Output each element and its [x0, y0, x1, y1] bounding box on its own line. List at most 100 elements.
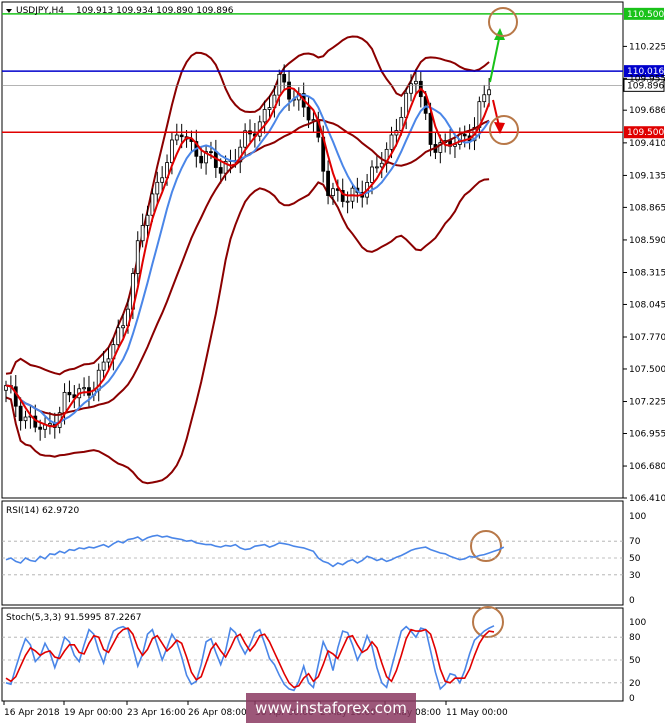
- support-arrowhead: [494, 122, 505, 134]
- ma-4: [5, 86, 491, 428]
- level-tag-resistance: [624, 65, 664, 78]
- watermark-bg: [246, 693, 416, 723]
- stoch-signal-line: [5, 627, 495, 689]
- price-tick-label: 107.225: [629, 398, 665, 408]
- rsi-header: RSI(14) 62.9720: [6, 506, 79, 516]
- candle-body: [409, 83, 413, 94]
- rsi-pane: 100 70 50 30 0: [2, 512, 646, 606]
- price-tick-label: 106.955: [629, 429, 665, 439]
- stoch-pane: 100 80 50 20 0: [2, 618, 646, 704]
- price-tick-label: 107.500: [629, 365, 665, 375]
- stoch-tick-label: 100: [629, 618, 646, 628]
- candle-body: [487, 89, 492, 96]
- candle-body: [243, 130, 248, 148]
- stoch-tick-label: 20: [629, 679, 641, 689]
- rsi-tick-label: 70: [629, 537, 641, 547]
- price-tick-label: 106.680: [629, 462, 665, 472]
- time-tick-label: 19 Apr 00:00: [64, 708, 123, 718]
- candle-body: [262, 109, 267, 123]
- target-arrow: [489, 33, 501, 83]
- rsi-tick-label: 0: [629, 596, 635, 606]
- support-circle: [489, 115, 519, 145]
- candle-body: [331, 188, 335, 196]
- candle-body: [306, 106, 311, 121]
- level-label-current: 109.896: [627, 81, 664, 91]
- candle-body: [326, 170, 330, 196]
- candle-body: [160, 177, 165, 183]
- symbol-header: USDJPY,H4: [16, 6, 64, 16]
- candle-body: [209, 151, 213, 154]
- time-tick-label: 26 Apr 08:00: [188, 708, 247, 718]
- level-tag-target-high: [624, 7, 664, 20]
- candle-body: [462, 133, 467, 137]
- price-tick-label: 109.955: [629, 74, 665, 84]
- candle-body: [155, 181, 160, 195]
- stoch-tick-label: 80: [629, 633, 641, 643]
- stoch-tick-label: 50: [629, 656, 641, 666]
- candle-body: [67, 391, 72, 396]
- candle-body: [438, 142, 443, 153]
- price-tick-label: 108.315: [629, 268, 665, 278]
- level-label-resistance: 110.016: [627, 67, 664, 77]
- moving-averages: [5, 86, 491, 428]
- stoch-main-line: [5, 625, 495, 692]
- rsi-tick-label: 30: [629, 571, 641, 581]
- level-tag-current: [623, 78, 665, 92]
- candle-body: [121, 325, 126, 329]
- stoch-tick-label: 0: [629, 694, 635, 704]
- candle-body: [287, 81, 291, 100]
- candle-body: [218, 167, 223, 174]
- candle-body: [106, 358, 111, 363]
- candle-body: [101, 361, 106, 371]
- level-label-support: 109.500: [627, 128, 664, 138]
- candle-body: [82, 387, 86, 390]
- target-arrowhead: [494, 28, 505, 40]
- candle-body: [62, 391, 67, 414]
- time-tick-label: 11 May 00:00: [446, 708, 508, 718]
- levels-group: 110.500 110.016 109.896 109.500: [2, 7, 665, 139]
- candle-body: [204, 151, 208, 164]
- stoch-header: Stoch(5,3,3) 91.5995 87.2267: [6, 613, 141, 623]
- annotations-group: [470, 7, 519, 638]
- watermark: www.instaforex.com: [255, 699, 407, 717]
- level-label-target-high: 110.500: [627, 10, 664, 20]
- bollinger-lower: [5, 178, 490, 485]
- candle-body: [23, 416, 28, 422]
- candle-body: [170, 139, 174, 164]
- candle-body: [145, 214, 150, 226]
- support-arrow: [492, 99, 500, 127]
- rsi-tick-label: 100: [629, 512, 646, 522]
- price-tick-label: 110.225: [629, 42, 665, 52]
- candle-body: [135, 240, 140, 274]
- rsi-pane-frame: [1, 500, 624, 606]
- time-tick-label: 16 Apr 2018: [4, 708, 60, 718]
- price-tick-label: 107.770: [629, 333, 665, 343]
- candle-body: [140, 225, 145, 242]
- candle-body: [414, 80, 418, 85]
- price-tick-label: 108.590: [629, 236, 665, 246]
- candle-body: [267, 107, 272, 110]
- price-tick-label: 109.135: [629, 171, 665, 181]
- candle-body: [277, 73, 282, 96]
- candle-body: [370, 166, 374, 183]
- price-tick-label: 109.410: [629, 139, 665, 149]
- ohlc-header: 109.913 109.934 109.890 109.896: [76, 6, 234, 16]
- candle-body: [340, 190, 345, 202]
- rsi-tick-label: 50: [629, 554, 641, 564]
- candle-body: [179, 134, 184, 138]
- price-tick-label: 109.686: [629, 106, 665, 116]
- candle-body: [482, 94, 487, 103]
- dropdown-triangle-icon[interactable]: [6, 9, 12, 13]
- candle-body: [116, 327, 121, 346]
- price-tick-label: 106.410: [629, 494, 665, 504]
- candle-body: [282, 73, 287, 83]
- target-circle: [488, 7, 518, 37]
- candle-body: [18, 405, 23, 422]
- price-tick-label: 108.865: [629, 203, 665, 213]
- candle-body: [345, 200, 350, 203]
- candle-body: [379, 162, 384, 168]
- candle-body: [38, 426, 43, 430]
- time-tick-label: 23 Apr 16:00: [127, 708, 186, 718]
